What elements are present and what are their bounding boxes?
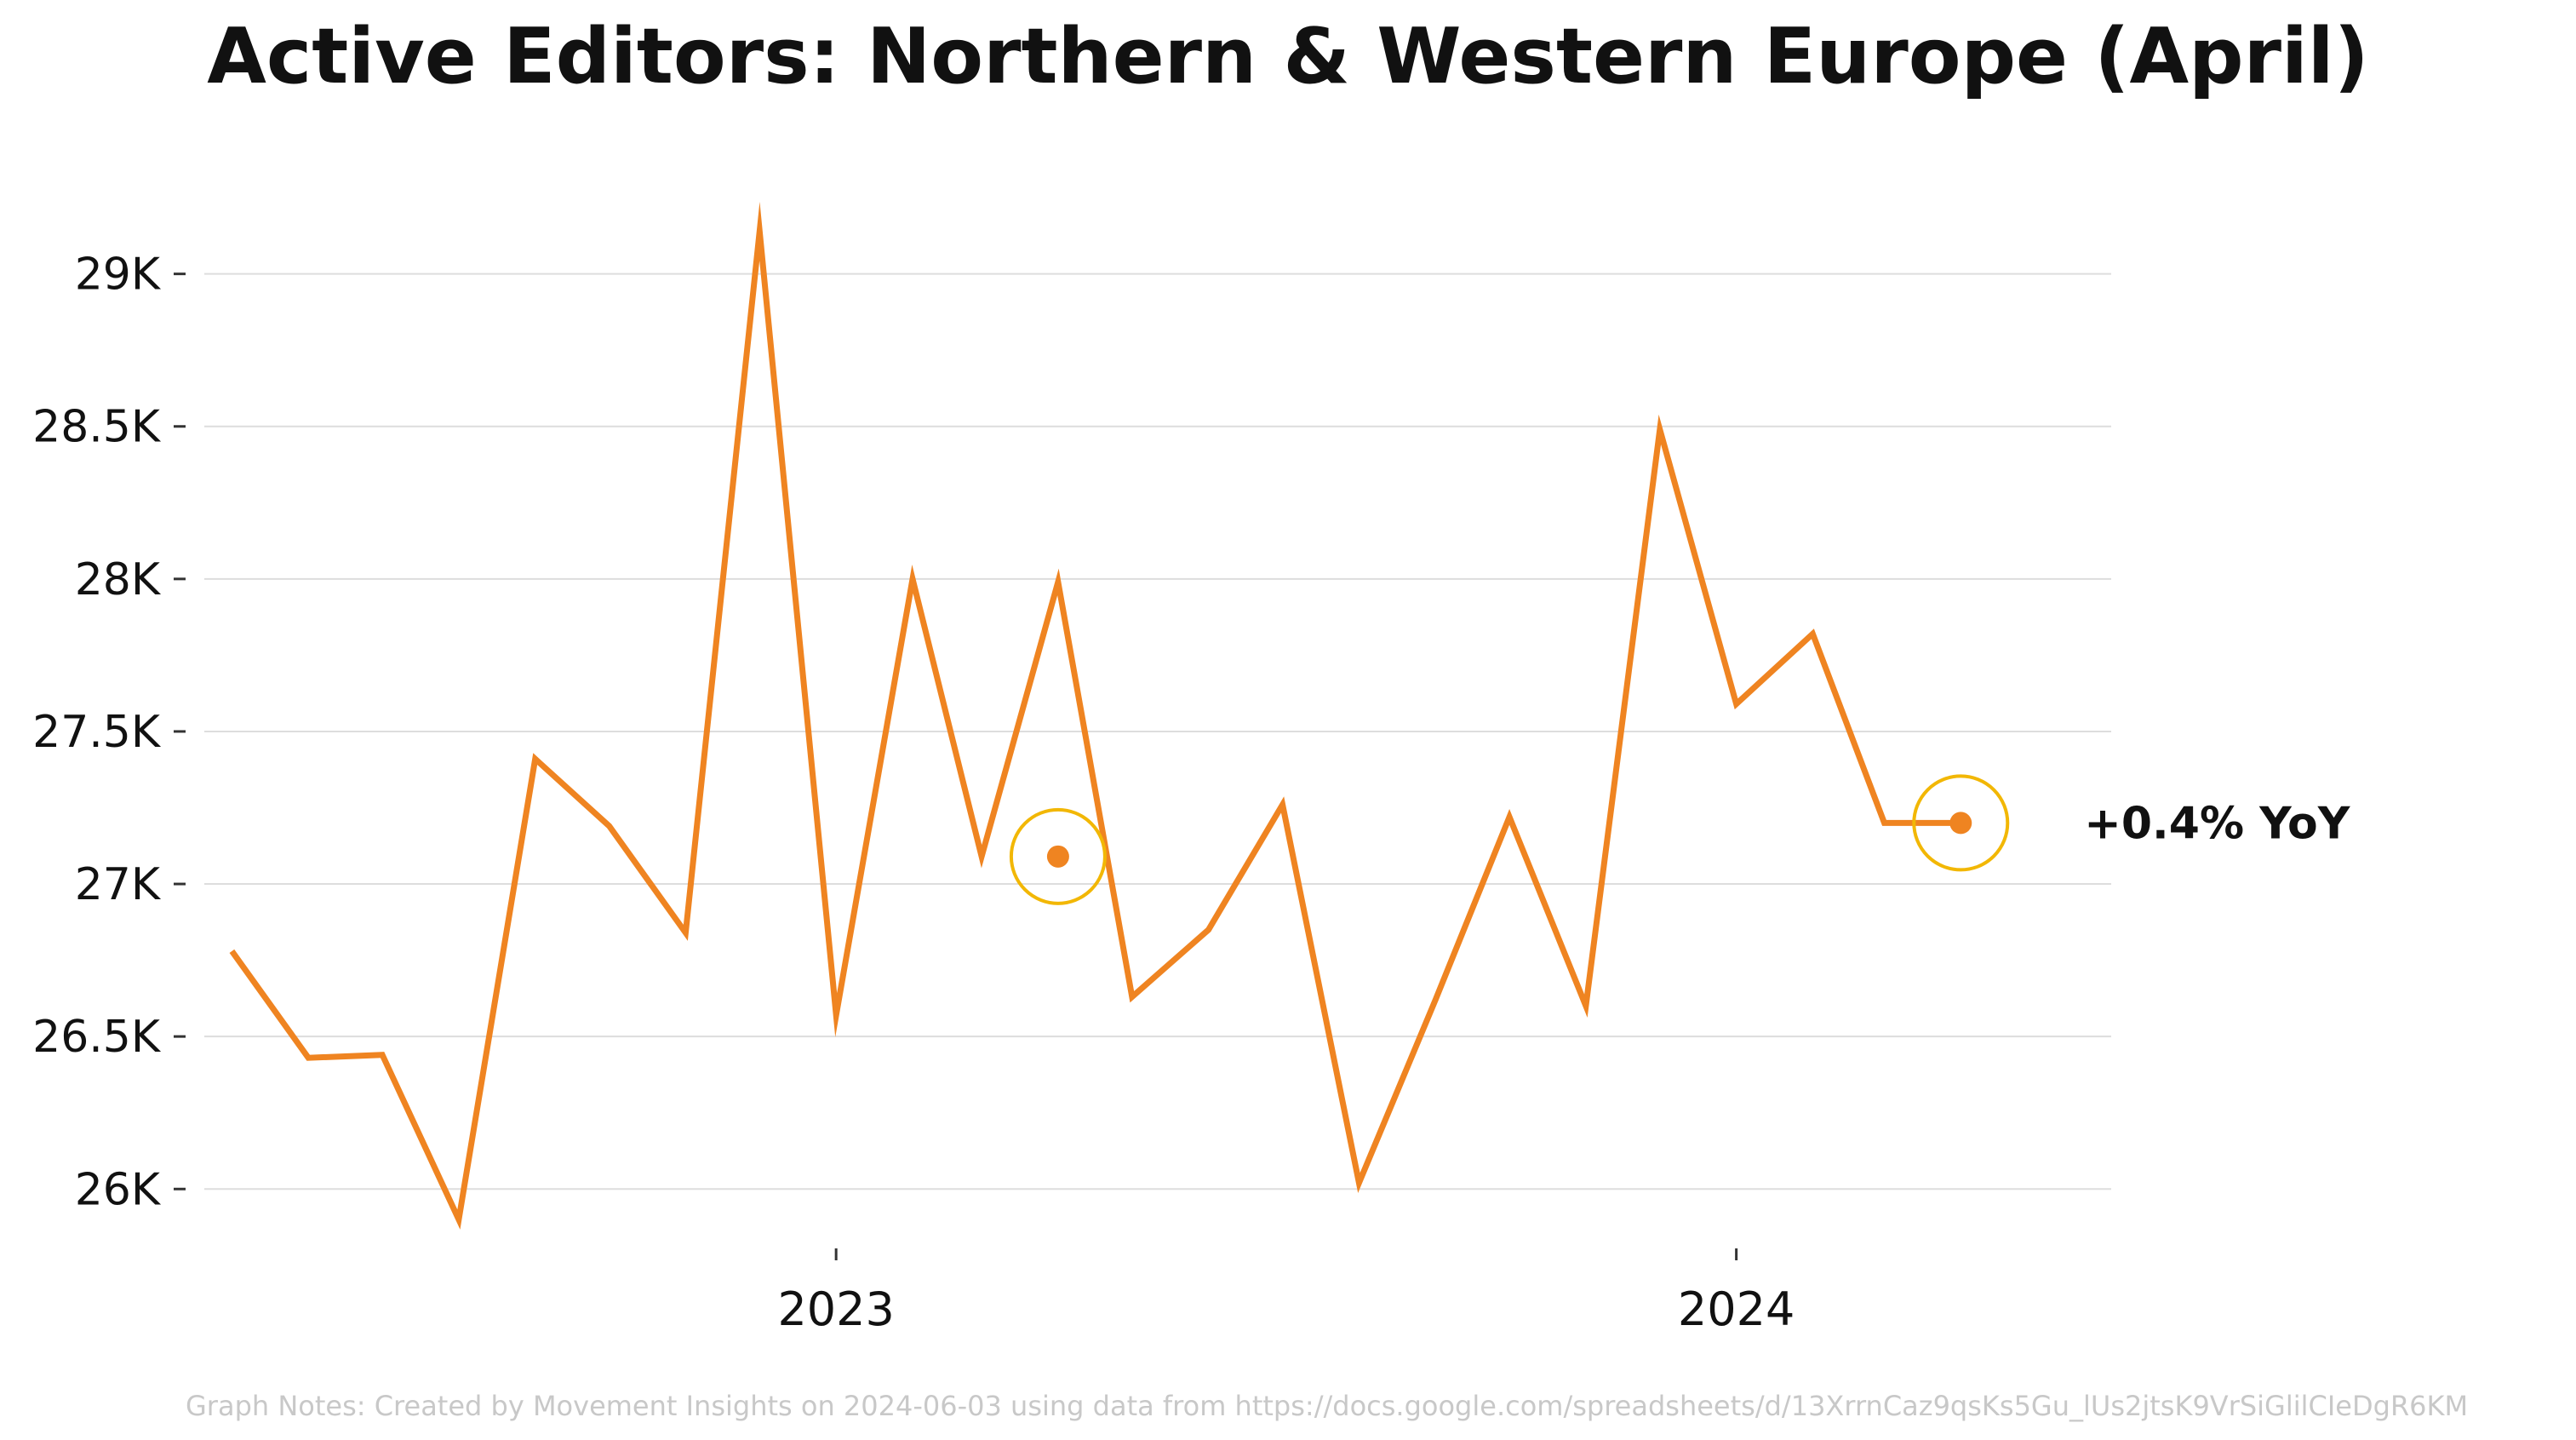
y-tick-label: 26.5K xyxy=(32,1012,162,1063)
highlight-ring xyxy=(1912,774,2010,872)
highlight-point xyxy=(1949,812,1972,835)
y-tick-label: 29K xyxy=(75,250,162,301)
chart-title: Active Editors: Northern & Western Europ… xyxy=(207,12,2369,101)
highlight-point xyxy=(1046,845,1069,868)
series xyxy=(229,201,1961,1230)
yoy-annotation: +0.4% YoY xyxy=(2084,798,2350,849)
y-tick-label: 27K xyxy=(75,859,162,910)
series-line xyxy=(229,201,1961,1230)
y-tick-label: 28K xyxy=(75,554,162,605)
gridlines xyxy=(204,273,2111,1190)
highlight-ring xyxy=(1009,807,1107,905)
highlights: +0.4% YoY xyxy=(1009,774,2351,905)
y-tick-label: 26K xyxy=(75,1164,162,1215)
x-tick-label: 2023 xyxy=(777,1282,894,1336)
y-tick-label: 27.5K xyxy=(32,707,162,758)
axes: 26K 26.5K 27K 27.5K 28K 28.5K 29K 2023 2024 xyxy=(32,250,1795,1336)
x-tick-label: 2024 xyxy=(1678,1282,1795,1336)
y-tick-label: 28.5K xyxy=(32,402,162,453)
graph-notes: Graph Notes: Created by Movement Insight… xyxy=(186,1390,2469,1422)
